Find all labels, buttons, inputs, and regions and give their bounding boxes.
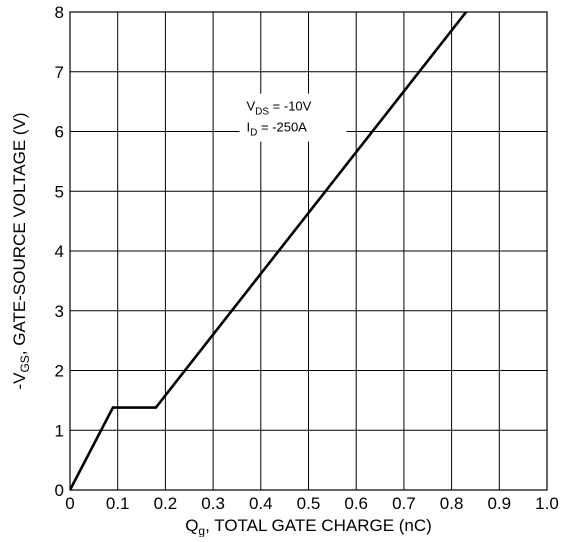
y-tick-label-0: 0 bbox=[55, 481, 64, 500]
y-axis-label-subscript: GS bbox=[18, 355, 32, 372]
x-tick-label-6: 0.6 bbox=[344, 494, 368, 513]
y-axis-label-text: , GATE-SOURCE VOLTAGE (V) bbox=[10, 112, 29, 355]
y-tick-label-6: 6 bbox=[55, 123, 64, 142]
grid bbox=[69, 11, 548, 491]
y-tick-label-8: 8 bbox=[55, 3, 64, 22]
x-axis-label-subscript: g bbox=[198, 524, 205, 537]
annotation-id: ID = -250A bbox=[246, 120, 307, 139]
y-tick-label-5: 5 bbox=[55, 182, 64, 201]
plot-frame bbox=[69, 11, 548, 491]
series-layer bbox=[70, 12, 468, 490]
annotation-vds-symbol: V bbox=[246, 99, 255, 114]
x-axis-label-symbol: Q bbox=[185, 516, 198, 535]
x-tick-label-3: 0.3 bbox=[201, 494, 225, 513]
x-tick-label-7: 0.7 bbox=[392, 494, 416, 513]
annotation-vds-value: = -10V bbox=[269, 99, 312, 114]
y-tick-label-4: 4 bbox=[55, 242, 64, 261]
x-tick-label-4: 0.4 bbox=[249, 494, 273, 513]
x-tick-label-2: 0.2 bbox=[154, 494, 178, 513]
annotation-box: VDS = -10V ID = -250A bbox=[239, 93, 347, 142]
annotation-id-value: = -250A bbox=[257, 120, 307, 135]
x-tick-labels: 0 0.1 0.2 0.3 0.4 0.5 0.6 0.7 0.8 0.9 1.0 bbox=[65, 494, 559, 513]
annotation-vds-subscript: DS bbox=[255, 107, 269, 118]
annotation-id-symbol: I bbox=[246, 120, 250, 135]
y-tick-labels: 0 1 2 3 4 5 6 7 8 bbox=[55, 3, 64, 500]
x-tick-label-10: 1.0 bbox=[535, 494, 559, 513]
series-line-0 bbox=[70, 12, 468, 490]
y-tick-label-7: 7 bbox=[55, 63, 64, 82]
annotation-vds: VDS = -10V bbox=[246, 99, 311, 118]
x-tick-label-8: 0.8 bbox=[440, 494, 464, 513]
x-tick-label-0: 0 bbox=[65, 494, 74, 513]
x-tick-label-5: 0.5 bbox=[297, 494, 321, 513]
x-axis-label: Qg, TOTAL GATE CHARGE (nC) bbox=[185, 516, 432, 537]
y-tick-label-1: 1 bbox=[55, 421, 64, 440]
x-tick-label-9: 0.9 bbox=[487, 494, 511, 513]
y-axis-label: -VGS, GATE-SOURCE VOLTAGE (V) bbox=[10, 112, 32, 389]
annotation-id-subscript: D bbox=[250, 128, 257, 139]
x-axis-label-text: , TOTAL GATE CHARGE (nC) bbox=[205, 516, 432, 535]
annotation-background bbox=[239, 93, 347, 142]
y-tick-label-3: 3 bbox=[55, 302, 64, 321]
y-tick-label-2: 2 bbox=[55, 362, 64, 381]
x-tick-label-1: 0.1 bbox=[106, 494, 130, 513]
y-axis-label-symbol: -V bbox=[10, 372, 29, 390]
